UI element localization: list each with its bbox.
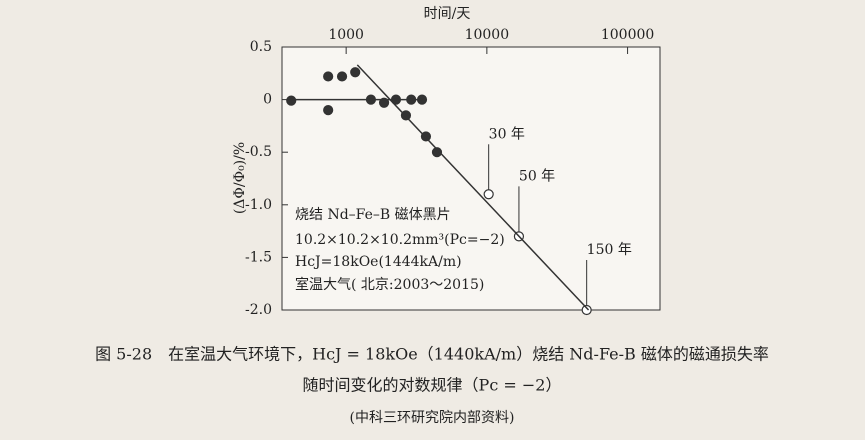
x-tick-label: 100000 (601, 27, 654, 43)
data-point (378, 97, 390, 108)
data-point (323, 71, 334, 82)
caption-line: 图 5-28 在室温大气环境下，HcJ = 18kOe（1440kA/m）烧结 … (95, 345, 769, 364)
plot-frame (281, 46, 661, 311)
data-point (286, 95, 297, 106)
data-point (350, 67, 361, 78)
y-tick-label: 0.5 (250, 39, 272, 55)
y-tick-label: -0.5 (245, 144, 272, 160)
x-axis-label: 时间/天 (424, 6, 471, 22)
x-tick-label: 10000 (465, 27, 510, 43)
note-line: 烧结 Nd–Fe–B 磁体黑片 (295, 207, 451, 223)
data-point (323, 105, 334, 116)
y-axis-label: (ΔΦ/Φ₀)/% (232, 142, 248, 214)
note-line: 室温大气( 北京:2003～2015) (295, 276, 484, 293)
data-point (431, 147, 443, 158)
caption-line: (中科三环研究院内部资料) (350, 410, 515, 426)
caption-line: 随时间变化的对数规律（Pc = −2） (303, 376, 562, 395)
point-label: 150 年 (587, 242, 632, 258)
x-tick-label: 1000 (328, 27, 364, 43)
point-label: 30 年 (489, 126, 525, 142)
y-tick-label: 0 (263, 92, 272, 108)
y-tick-label: -1.5 (245, 249, 272, 265)
y-tick-label: -2.0 (245, 302, 272, 318)
note-line: 10.2×10.2×10.2mm³(Pc=−2) (295, 232, 505, 248)
fit-line (356, 64, 590, 311)
point-label: 50 年 (519, 168, 555, 184)
data-point (483, 189, 494, 200)
y-tick-label: -1.0 (245, 197, 272, 213)
data-point (581, 304, 592, 316)
data-point (336, 71, 348, 82)
note-line: HcJ=18kOe(1444kA/m) (295, 254, 462, 270)
